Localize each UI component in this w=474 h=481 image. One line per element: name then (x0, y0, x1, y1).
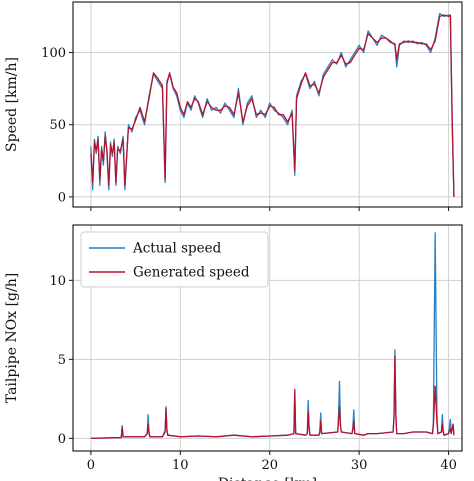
legend-label-generated: Generated speed (133, 265, 250, 281)
series-line-generated (90, 14, 455, 197)
legend-label-actual: Actual speed (132, 241, 222, 257)
y-tick-label: 0 (58, 190, 66, 205)
y-axis-label: Tailpipe NOx [g/h] (4, 273, 20, 403)
x-tick-label: 40 (440, 458, 457, 473)
y-tick-label: 50 (49, 118, 66, 133)
series-line-generated (90, 355, 455, 440)
axes-frame (72, 224, 463, 452)
y-tick-label: 10 (49, 274, 66, 289)
legend: Actual speed Generated speed (80, 231, 269, 288)
y-tick-label: 100 (41, 46, 66, 61)
x-tick-label: 10 (172, 458, 189, 473)
x-tick-label: 20 (261, 458, 278, 473)
legend-box (80, 231, 269, 288)
x-tick-label: 0 (87, 458, 95, 473)
x-axis-label: Distance [km] (218, 476, 317, 481)
y-axis-label: Speed [km/h] (4, 57, 20, 152)
y-tick-label: 5 (58, 353, 66, 368)
x-tick-label: 30 (351, 458, 368, 473)
nox-panel: 0 5 10 0 10 20 30 40 Tailpipe NOx [g/h] Distance … (4, 224, 463, 481)
series-line-actual (90, 12, 455, 197)
y-tick-label: 0 (58, 432, 66, 447)
axes-frame (72, 1, 463, 208)
speed-panel: 0 50 100 Speed [km/h] (4, 1, 463, 211)
